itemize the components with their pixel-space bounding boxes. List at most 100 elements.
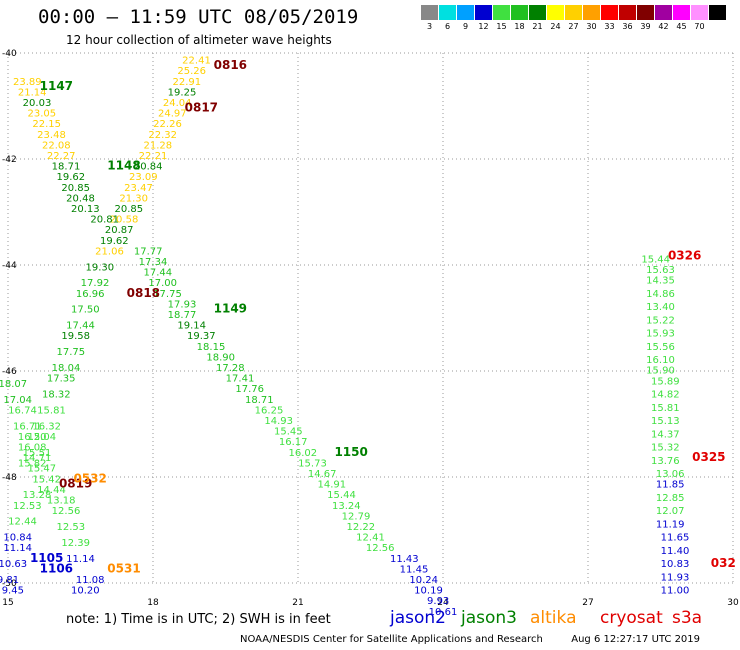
- map-axis-ticks: 15 18 21 24 27 30 -40 -42 -44 -46 -48 -50: [2, 49, 739, 608]
- wave-height-value: 14.86: [646, 289, 675, 300]
- map-subtitle: 12 hour collection of altimeter wave hei…: [66, 33, 332, 47]
- wave-height-value: 17.77: [134, 246, 163, 257]
- wave-height-value: 16.25: [255, 405, 284, 416]
- wave-height-value: 20.13: [71, 204, 100, 215]
- wave-height-value: 23.05: [28, 109, 57, 120]
- wave-height-value: 14.67: [308, 469, 337, 480]
- wave-height-value: 17.44: [144, 268, 173, 279]
- wave-height-value: 17.04: [3, 395, 32, 406]
- scale-swatch: [601, 5, 618, 20]
- wave-height-value: 17.34: [139, 257, 168, 268]
- wave-height-value: 20.58: [110, 215, 139, 226]
- wave-height-value: 22.15: [32, 119, 61, 130]
- wave-height-value: 14.44: [37, 485, 66, 496]
- scale-label: 3: [426, 22, 433, 31]
- wave-height-value: 21.30: [119, 193, 148, 204]
- pass-time-label: 0816: [214, 58, 247, 72]
- legend-s3a: s3a: [672, 608, 703, 628]
- wave-height-value: 13.40: [646, 302, 675, 313]
- wave-height-value: 12.22: [347, 522, 376, 533]
- wave-height-value: 12.39: [61, 538, 90, 549]
- wave-height-value: 18.04: [52, 363, 81, 374]
- wave-height-value: 19.25: [168, 87, 197, 98]
- wave-height-value: 20.03: [23, 98, 52, 109]
- scale-swatch: [457, 5, 474, 20]
- scale-swatch: [475, 5, 492, 20]
- wave-height-value: 19.62: [57, 172, 86, 183]
- scale-label: 12: [478, 22, 489, 31]
- wave-height-value: 19.37: [187, 331, 216, 342]
- wave-height-value: 11.43: [390, 554, 419, 565]
- scale-label: 33: [604, 22, 615, 31]
- pass-labels: 0816 0817 0818 0819 1147 1148 1149 1150 11051106…: [30, 58, 736, 576]
- wave-height-value: 10.61: [429, 607, 458, 618]
- wave-height-value: 17.93: [168, 299, 197, 310]
- wave-height-value: 23.89: [13, 77, 42, 88]
- scale-swatch: [439, 5, 456, 20]
- wave-height-value: 17.28: [216, 363, 245, 374]
- wave-height-value: 22.08: [42, 140, 71, 151]
- wave-height-value: 15.90: [646, 366, 675, 377]
- y-tick-label: -50: [2, 579, 17, 589]
- wave-height-value: 13.06: [656, 469, 685, 480]
- wave-height-value: 9.93: [427, 596, 449, 607]
- wave-height-value: 12.07: [656, 506, 685, 517]
- wave-height-value: 14.35: [646, 276, 675, 287]
- wave-height-value: 13.24: [332, 501, 361, 512]
- wave-height-value: 15.82: [18, 458, 47, 469]
- wave-height-value: 12.53: [57, 522, 86, 533]
- wave-height-value: 19.62: [100, 236, 129, 247]
- wave-height-value: 21.28: [144, 140, 173, 151]
- x-tick-label: 24: [437, 598, 449, 608]
- wave-height-value: 14.82: [651, 390, 680, 401]
- wave-height-value: 20.84: [134, 162, 163, 173]
- wave-height-value: 22.21: [139, 151, 168, 162]
- wave-height-value: 12.53: [13, 501, 42, 512]
- pass-time-label: 1150: [334, 445, 367, 459]
- legend-jason3: jason3: [461, 608, 517, 628]
- scale-label: 15: [496, 22, 507, 31]
- wave-height-value: 19.30: [86, 262, 115, 273]
- wave-height-value: 24.97: [158, 109, 187, 120]
- credit-footer: NOAA/NESDIS Center for Satellite Applica…: [240, 634, 700, 645]
- y-tick-label: -40: [2, 49, 17, 59]
- wave-height-value: 22.41: [182, 56, 211, 67]
- wave-height-value: 16.20: [18, 432, 47, 443]
- wave-height-value: 11.45: [400, 564, 429, 575]
- wave-height-values: 22.4125.2622.9119.2524.0424.9722.2622.32…: [0, 56, 689, 618]
- wave-height-value: 18.71: [245, 395, 274, 406]
- scale-label: 18: [514, 22, 525, 31]
- scale-label: 70: [694, 22, 705, 31]
- wave-height-value: 17.75: [153, 289, 182, 300]
- map-grid: [7, 52, 734, 584]
- scale-swatch: [691, 5, 708, 20]
- wave-height-value: 22.32: [148, 130, 177, 141]
- wave-height-value: 11.93: [661, 572, 690, 583]
- x-tick-label: 30: [727, 598, 739, 608]
- units-note: note: 1) Time is in UTC; 2) SWH is in fe…: [66, 612, 331, 627]
- wave-height-value: 11.65: [661, 533, 690, 544]
- wave-height-value: 19.14: [177, 321, 206, 332]
- scale-label: 24: [550, 22, 561, 31]
- wave-height-value: 15.47: [28, 464, 57, 475]
- wave-height-value: 22.27: [47, 151, 76, 162]
- wave-height-value: 14.91: [318, 480, 347, 491]
- wave-height-value: 23.47: [124, 183, 153, 194]
- pass-time-label: 0325: [692, 450, 725, 464]
- wave-height-value: 17.41: [226, 374, 255, 385]
- pass-time-label: 0532: [73, 471, 106, 485]
- x-tick-label: 18: [147, 598, 159, 608]
- pass-time-label: 0817: [185, 100, 218, 114]
- wave-height-value: 14.71: [23, 453, 52, 464]
- wave-height-value: 11.19: [656, 519, 685, 530]
- credit-text: NOAA/NESDIS Center for Satellite Applica…: [240, 634, 543, 645]
- wave-height-value: 11.85: [656, 480, 685, 491]
- wave-height-value: 16.02: [289, 448, 318, 459]
- y-tick-label: -48: [2, 473, 17, 483]
- wave-height-value: 18.07: [0, 379, 27, 390]
- pass-time-label: 0818: [127, 286, 160, 300]
- wave-height-value: 12.79: [342, 511, 371, 522]
- wave-height-value: 15.45: [274, 427, 303, 438]
- pass-time-label: 1148: [107, 159, 140, 173]
- wave-height-value: 11.14: [3, 543, 32, 554]
